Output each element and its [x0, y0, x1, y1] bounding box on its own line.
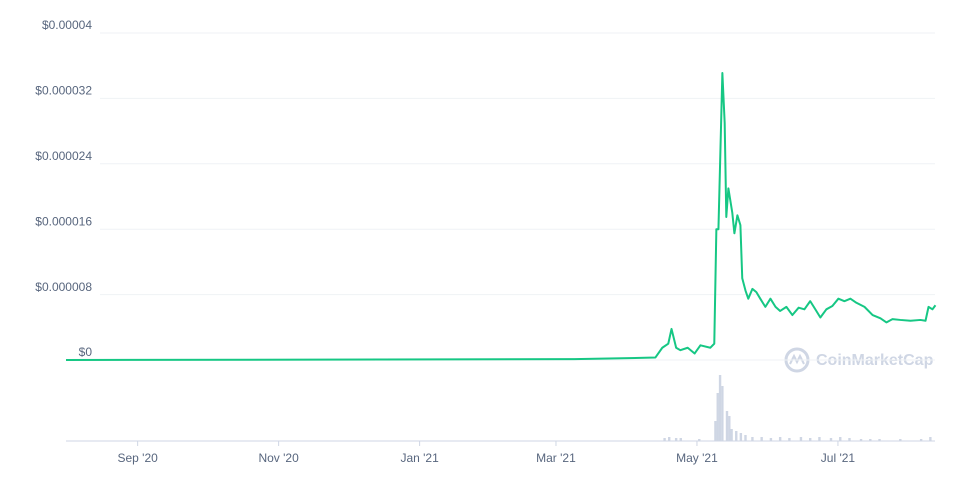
- x-tick-label: Sep '20: [117, 451, 158, 465]
- volume-bar: [919, 439, 923, 441]
- watermark: CoinMarketCap: [816, 352, 934, 369]
- volume-bar: [728, 416, 731, 441]
- volume-bar: [725, 411, 729, 441]
- y-tick-label: $0.000016: [35, 214, 92, 228]
- price-line: [65, 72, 937, 361]
- volume-bar: [769, 438, 773, 441]
- x-tick-label: Jul '21: [821, 451, 856, 465]
- volume-bar: [668, 437, 671, 441]
- volume-bar: [698, 439, 701, 441]
- volume-bar: [929, 437, 932, 441]
- x-tick-label: Nov '20: [258, 451, 299, 465]
- volume-bar: [721, 386, 724, 441]
- volume-bar: [829, 438, 833, 441]
- volume-bar: [735, 431, 738, 441]
- volume-bar: [778, 437, 782, 441]
- volume-bar: [663, 438, 666, 441]
- volume-bar: [716, 393, 719, 441]
- logo-mark: [789, 353, 805, 365]
- y-tick-label: $0: [79, 345, 93, 359]
- x-tick-label: Mar '21: [536, 451, 576, 465]
- volume-bar: [744, 435, 747, 441]
- volume-bar: [899, 439, 902, 441]
- volume-bar: [674, 438, 678, 441]
- volume-bar: [714, 421, 717, 441]
- volume-bar: [808, 438, 812, 441]
- volume-bar: [839, 437, 842, 441]
- volume-bar: [859, 439, 863, 441]
- volume-bar: [878, 439, 881, 441]
- volume-bar: [818, 437, 821, 441]
- y-tick-label: $0.000008: [35, 280, 92, 294]
- volume-bar: [848, 438, 851, 441]
- volume-bar: [730, 429, 733, 441]
- volume-bar: [679, 438, 682, 441]
- volume-bar: [760, 437, 763, 441]
- volume-bar: [869, 439, 872, 441]
- x-tick-label: Jan '21: [400, 451, 439, 465]
- volume-bar: [788, 438, 791, 441]
- y-tick-label: $0.000032: [35, 84, 92, 98]
- y-tick-label: $0.00004: [42, 18, 92, 32]
- volume-bar: [739, 433, 743, 441]
- volume-bar: [799, 437, 803, 441]
- y-tick-label: $0.000024: [35, 149, 92, 163]
- x-tick-label: May '21: [676, 451, 718, 465]
- volume-bar: [718, 375, 722, 441]
- volume-bar: [751, 437, 754, 441]
